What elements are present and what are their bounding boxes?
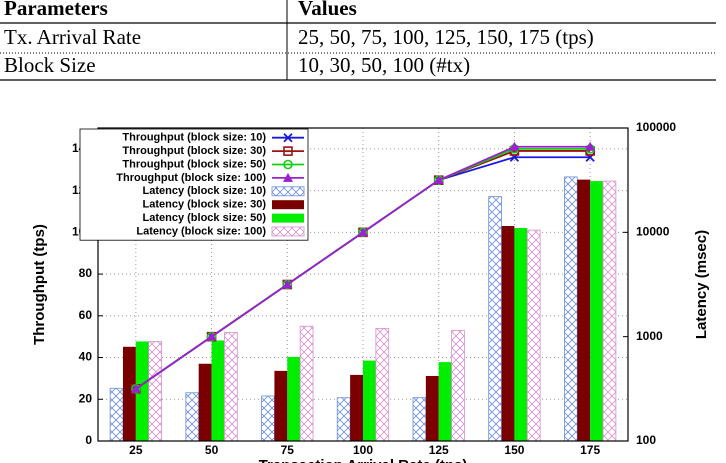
legend-label: Throughput (block size: 30) bbox=[122, 145, 266, 157]
bar bbox=[438, 362, 452, 441]
bar bbox=[375, 328, 390, 442]
x-tick-label: 75 bbox=[281, 443, 295, 457]
marker bbox=[130, 383, 141, 393]
bar bbox=[526, 229, 541, 442]
bar bbox=[185, 392, 200, 442]
y2-tick-label: 1000 bbox=[636, 329, 663, 343]
bar bbox=[350, 374, 363, 441]
table-cell: 25, 50, 75, 100, 125, 150, 175 (tps) bbox=[298, 25, 594, 49]
bar bbox=[501, 226, 515, 441]
y2-axis-label: Latency (msec) bbox=[693, 230, 710, 339]
marker bbox=[358, 227, 368, 237]
table-cell: Tx. Arrival Rate bbox=[4, 25, 141, 49]
legend-swatch bbox=[271, 186, 305, 197]
bar bbox=[451, 329, 465, 442]
bar bbox=[577, 179, 591, 442]
bar bbox=[299, 325, 314, 442]
legend-swatch bbox=[272, 200, 304, 210]
y-tick-label: 40 bbox=[79, 350, 93, 364]
bar bbox=[148, 341, 163, 442]
table-header: Parameters bbox=[4, 0, 108, 20]
y2-tick-label: 10000 bbox=[636, 225, 670, 239]
marker bbox=[283, 146, 293, 156]
y-tick-label: 0 bbox=[85, 433, 92, 447]
legend-label: Latency (block size: 10) bbox=[143, 185, 267, 197]
table-header: Values bbox=[298, 0, 357, 20]
legend-label: Latency (block size: 100) bbox=[136, 225, 266, 237]
marker bbox=[585, 141, 596, 151]
bar bbox=[135, 341, 149, 441]
marker bbox=[283, 172, 293, 182]
bar bbox=[412, 397, 427, 442]
bar bbox=[564, 176, 578, 442]
bar bbox=[122, 346, 136, 441]
chart: 0204060801001201401001000100001000002550… bbox=[31, 120, 710, 463]
marker bbox=[283, 133, 293, 143]
y-axis-label: Throughput (tps) bbox=[31, 224, 48, 345]
legend-box bbox=[79, 128, 309, 241]
bar bbox=[261, 395, 275, 442]
table-cell: Block Size bbox=[4, 53, 96, 77]
bar bbox=[336, 397, 351, 442]
legend-swatch bbox=[271, 226, 305, 237]
legend-label: Latency (block size: 50) bbox=[143, 212, 267, 224]
bar bbox=[274, 370, 288, 441]
marker bbox=[433, 175, 444, 185]
bar bbox=[590, 181, 604, 441]
marker bbox=[509, 141, 520, 151]
legend-swatch bbox=[272, 213, 304, 223]
legend-label: Throughput (block size: 100) bbox=[116, 172, 266, 184]
bar bbox=[602, 180, 617, 442]
bar bbox=[514, 228, 528, 441]
bar bbox=[211, 340, 225, 441]
x-tick-label: 125 bbox=[429, 443, 449, 457]
x-axis-label: Transaction Arrival Rate (tps) bbox=[259, 457, 468, 463]
marker bbox=[206, 331, 217, 341]
table: Parameters Values Tx. Arrival Rate 25, 5… bbox=[0, 0, 716, 81]
x-tick-label: 150 bbox=[504, 443, 524, 457]
y2-tick-label: 100000 bbox=[636, 120, 676, 134]
bar bbox=[425, 375, 439, 441]
marker bbox=[283, 159, 293, 170]
plot-frame bbox=[97, 127, 629, 442]
y2-tick-label: 100 bbox=[636, 433, 656, 447]
y-tick-label: 80 bbox=[79, 266, 93, 280]
bar bbox=[287, 356, 301, 441]
bar bbox=[224, 331, 238, 442]
y-tick-label: 20 bbox=[79, 391, 93, 405]
bar bbox=[198, 363, 212, 441]
legend-label: Throughput (block size: 50) bbox=[122, 158, 266, 170]
marker bbox=[282, 279, 293, 289]
bar bbox=[488, 196, 502, 442]
x-tick-label: 25 bbox=[129, 443, 143, 457]
y-tick-label: 60 bbox=[79, 308, 93, 322]
legend-label: Latency (block size: 30) bbox=[143, 199, 267, 211]
x-tick-label: 50 bbox=[205, 443, 219, 457]
bar bbox=[363, 360, 376, 441]
x-tick-label: 100 bbox=[353, 443, 373, 457]
legend-label: Throughput (block size: 10) bbox=[122, 132, 266, 144]
bar bbox=[109, 387, 124, 442]
x-tick-label: 175 bbox=[580, 443, 600, 457]
table-cell: 10, 30, 50, 100 (#tx) bbox=[298, 53, 470, 77]
